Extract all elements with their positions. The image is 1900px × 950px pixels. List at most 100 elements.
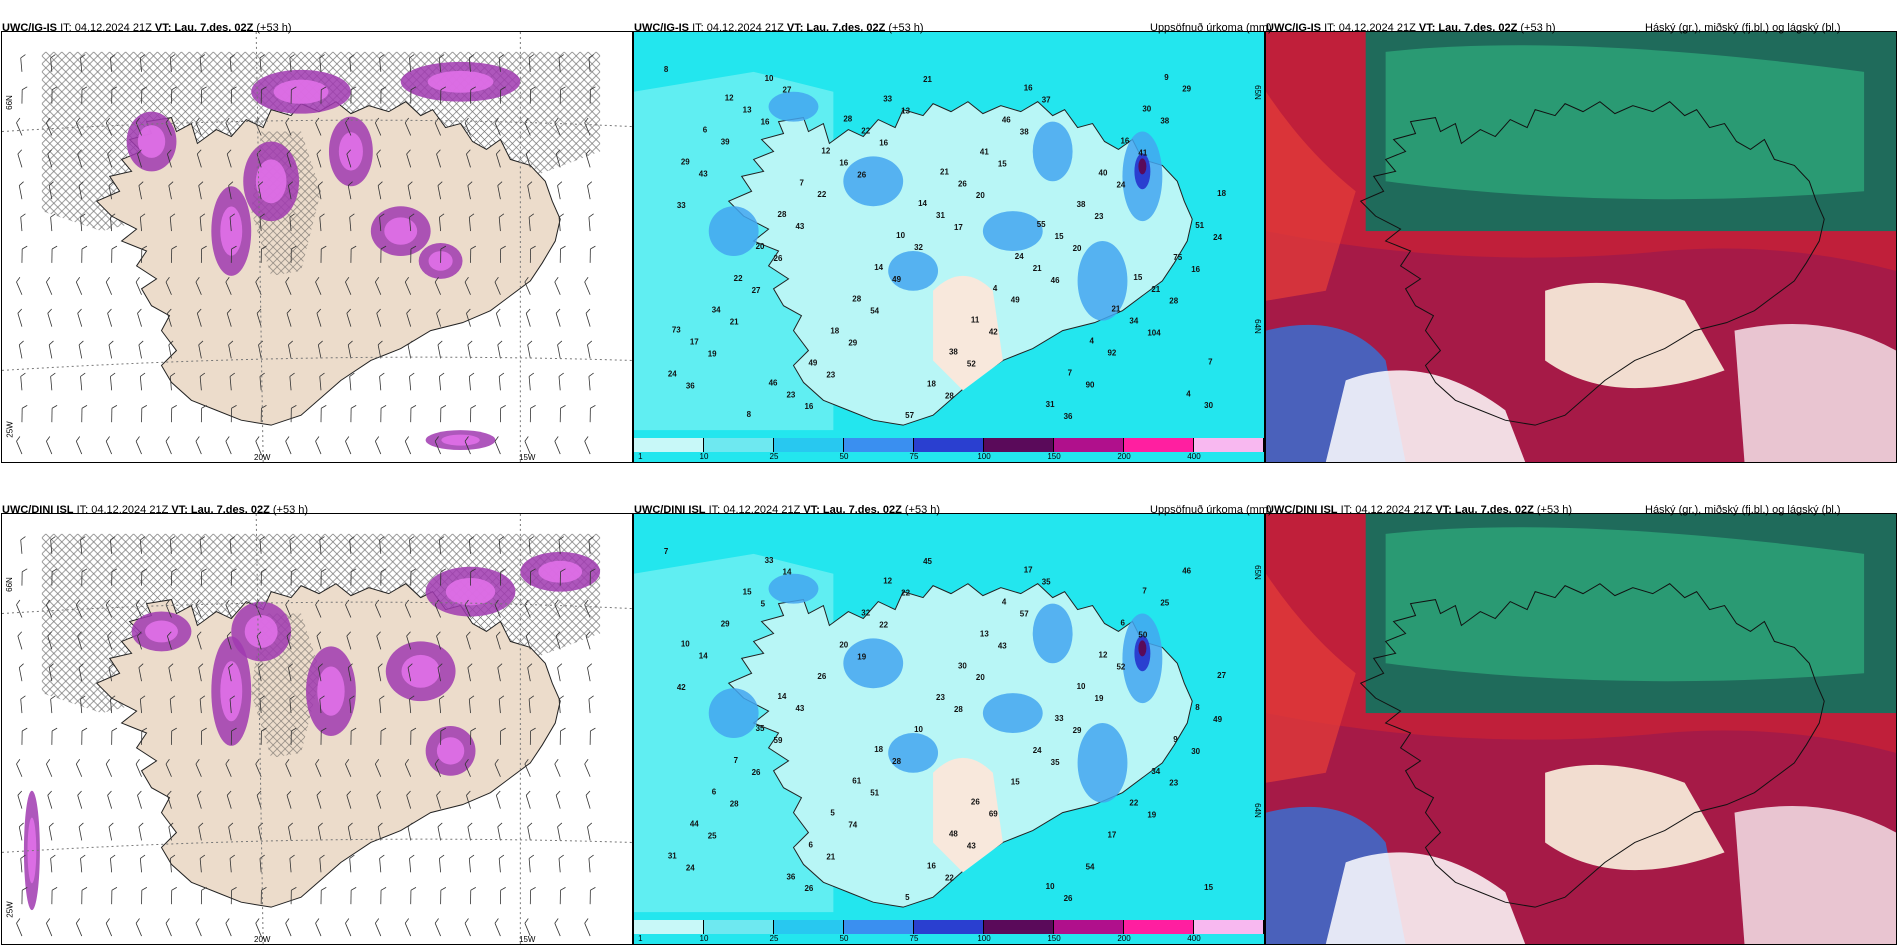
precip-value-label: 57 xyxy=(905,411,914,420)
wind-barb xyxy=(350,86,357,104)
init-time: IT: 04.12.2024 21Z xyxy=(1340,504,1433,516)
wind-barb xyxy=(105,599,113,618)
wind-barb xyxy=(498,54,505,72)
wind-barb xyxy=(18,181,24,200)
wind-barb xyxy=(290,405,297,423)
precip-value-label: 15 xyxy=(1133,273,1142,282)
wind-barb xyxy=(286,790,292,809)
colorbar-swatch xyxy=(844,920,914,934)
precip-value-label: 17 xyxy=(1107,831,1116,840)
wind-barb xyxy=(379,372,385,391)
wind-barb xyxy=(230,245,237,263)
colorbar-label: 50 xyxy=(839,934,849,943)
precip-value-label: 23 xyxy=(1169,779,1178,788)
wind-barb xyxy=(80,372,86,391)
wind-barb xyxy=(230,405,237,423)
wind-barb xyxy=(80,213,86,232)
wind-barb xyxy=(494,277,501,295)
lon-label: 25W xyxy=(5,421,15,438)
wind-barb xyxy=(139,695,146,714)
precip-value-label: 26 xyxy=(752,768,761,777)
wind-barb xyxy=(374,436,382,455)
precip-value-label: 28 xyxy=(945,391,954,400)
wind-map-panel-ig xyxy=(1,31,633,463)
wind-barb xyxy=(18,822,24,841)
wind-barb xyxy=(20,536,26,554)
wind-barb xyxy=(379,854,385,873)
precip-value-label: 20 xyxy=(839,640,848,649)
wind-barb xyxy=(410,86,417,104)
precip-value-label: 22 xyxy=(945,873,954,882)
precip-value-label: 24 xyxy=(1015,252,1024,261)
wind-barb xyxy=(196,631,202,650)
wind-barb xyxy=(436,149,441,168)
precip-region xyxy=(888,732,939,773)
wind-barb xyxy=(195,117,202,136)
colorbar-label: 75 xyxy=(909,934,919,943)
wind-barb xyxy=(290,86,297,104)
wind-barb xyxy=(18,663,24,682)
precip-value-label: 43 xyxy=(967,841,976,850)
wind-barb xyxy=(319,213,325,232)
wind-barb xyxy=(589,727,596,745)
precip-value-label: 7 xyxy=(664,547,669,556)
wind-barb xyxy=(21,727,28,745)
precip-value-label: 5 xyxy=(905,893,910,902)
wind-barb xyxy=(78,663,84,682)
wind-barb xyxy=(289,213,295,232)
wind-barb xyxy=(255,918,262,937)
wind-barb xyxy=(167,631,172,650)
precip-region xyxy=(1077,723,1128,803)
wind-barb xyxy=(407,663,413,682)
wind-barb xyxy=(228,822,234,841)
wind-barb xyxy=(256,790,262,809)
wind-barb xyxy=(406,308,412,327)
wind-barb xyxy=(168,663,174,682)
wind-barb xyxy=(527,663,533,682)
wind-barb xyxy=(524,759,531,777)
wind-barb xyxy=(440,405,447,423)
colorbar-label: 200 xyxy=(1117,452,1131,461)
wind-barb xyxy=(380,568,387,586)
wind-barb xyxy=(555,308,561,327)
wind-barb xyxy=(255,436,262,455)
colorbar-swatch xyxy=(704,438,774,452)
precip-region xyxy=(888,250,939,291)
wind-barb xyxy=(200,887,207,905)
precip-map-panel-ig: 8 16 26 17 46 104 36 27 16 20 20 28 19 16 13 15 23 16 21 23… xyxy=(633,31,1265,463)
wind-barb xyxy=(288,822,294,841)
wind-barb xyxy=(409,695,415,714)
wind-barb xyxy=(409,854,415,873)
wind-barb xyxy=(137,149,142,168)
wind-barb xyxy=(468,213,475,232)
precip-value-label: 51 xyxy=(870,789,879,798)
wind-barb xyxy=(50,54,56,72)
wind-barb xyxy=(525,308,531,327)
wind-barb xyxy=(470,245,476,263)
wind-barb xyxy=(139,372,146,391)
wind-barb xyxy=(105,436,113,455)
wind-barb xyxy=(259,54,265,72)
wind-barb xyxy=(107,790,113,809)
precip-value-label: 23 xyxy=(826,370,835,379)
wind-barb xyxy=(110,854,116,873)
wind-barb xyxy=(317,663,323,682)
precip-value-label: 12 xyxy=(725,94,734,103)
wind-barb xyxy=(349,536,355,554)
precip-value-label: 92 xyxy=(1107,349,1116,358)
colorbar-swatch xyxy=(914,920,984,934)
wind-barb xyxy=(349,54,355,72)
wind-barb xyxy=(260,86,267,104)
wind-barb xyxy=(467,340,473,359)
precip-value-label: 36 xyxy=(1064,412,1073,421)
precip-value-label: 15 xyxy=(998,159,1007,168)
wind-barb xyxy=(21,405,28,423)
wind-barb xyxy=(347,822,353,841)
wind-barb xyxy=(75,436,83,455)
precip-value-label: 75 xyxy=(1173,253,1182,262)
wind-barb xyxy=(171,405,177,423)
wind-barb xyxy=(316,790,322,809)
wind-barb xyxy=(46,117,53,136)
colorbar-label: 400 xyxy=(1187,934,1201,943)
wind-barb xyxy=(319,372,325,391)
